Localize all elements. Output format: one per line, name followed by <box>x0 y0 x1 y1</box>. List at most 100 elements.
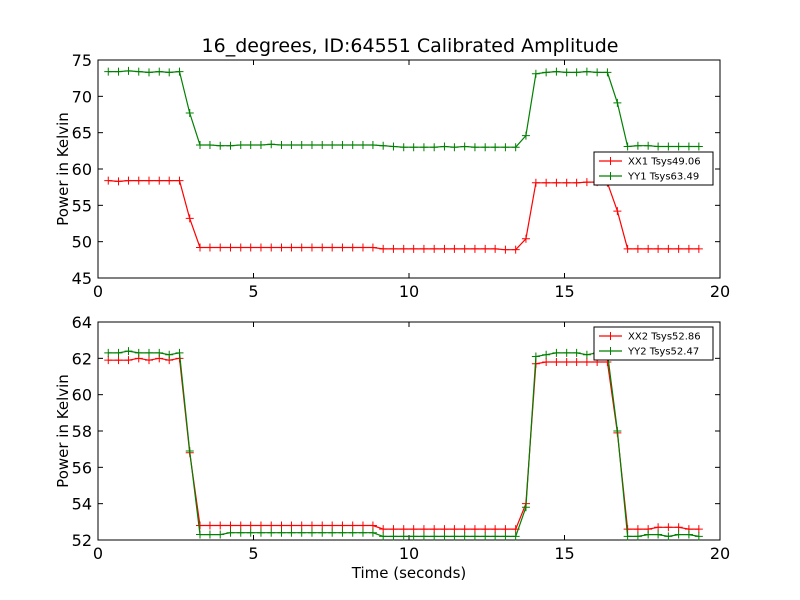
data-point <box>205 141 214 150</box>
data-point <box>389 244 398 253</box>
data-point <box>552 178 561 187</box>
data-point <box>226 521 235 530</box>
data-point <box>328 141 337 150</box>
data-point <box>114 348 123 357</box>
data-point <box>124 66 133 75</box>
data-point <box>104 176 113 185</box>
data-point <box>593 68 602 77</box>
data-point <box>511 532 520 541</box>
data-point <box>460 244 469 253</box>
y-tick-label: 52 <box>72 531 92 550</box>
legend: XX1 Tsys49.06 YY1 Tsys63.49 <box>593 151 714 186</box>
data-point <box>440 142 449 151</box>
data-point <box>205 530 214 539</box>
data-point <box>664 523 673 532</box>
data-point <box>297 528 306 537</box>
data-point <box>216 521 225 530</box>
legend-marker <box>606 157 615 165</box>
data-point <box>175 176 184 185</box>
data-point <box>236 528 245 537</box>
y-tick-label: 55 <box>72 196 92 215</box>
data-point <box>542 178 551 187</box>
data-point <box>603 68 612 77</box>
data-point <box>644 244 653 253</box>
bottom-panel: 0 5 10 15 20 52 54 56 58 60 62 64 Power in Kelvin Tim… <box>54 313 730 582</box>
data-point <box>379 141 388 150</box>
x-axis-label: Time (seconds) <box>351 564 467 582</box>
data-point <box>684 244 693 253</box>
data-point <box>613 207 622 216</box>
legend-label: XX1 Tsys49.06 <box>628 157 701 168</box>
data-point <box>582 350 591 359</box>
data-point <box>399 244 408 253</box>
data-point <box>297 243 306 252</box>
data-point <box>348 521 357 530</box>
data-point <box>196 530 205 539</box>
data-point <box>419 532 428 541</box>
data-point <box>297 521 306 530</box>
x-tick-label: 0 <box>93 544 103 563</box>
data-point <box>664 142 673 151</box>
data-point <box>338 243 347 252</box>
data-point <box>114 67 123 76</box>
y-tick-label: 56 <box>72 458 92 477</box>
data-point <box>389 142 398 151</box>
data-point <box>450 143 459 152</box>
data-point <box>379 525 388 534</box>
data-point <box>358 141 367 150</box>
x-tick-label: 5 <box>248 282 258 301</box>
data-point <box>481 143 490 152</box>
legend: XX2 Tsys52.86 YY2 Tsys52.47 <box>593 326 714 361</box>
data-point <box>501 532 510 541</box>
y-tick-label: 58 <box>72 422 92 441</box>
data-point <box>196 521 205 530</box>
data-point <box>552 357 561 366</box>
data-point <box>379 532 388 541</box>
data-point <box>562 178 571 187</box>
data-point <box>501 525 510 534</box>
legend-marker <box>606 347 615 355</box>
data-point <box>175 67 184 76</box>
data-point <box>318 243 327 252</box>
data-point <box>674 530 683 539</box>
data-point <box>104 67 113 76</box>
data-point <box>694 142 703 151</box>
data-point <box>165 350 174 359</box>
data-point <box>196 141 205 150</box>
data-point <box>542 68 551 77</box>
data-point <box>430 525 439 534</box>
data-point <box>562 68 571 77</box>
y-axis-label: Power in Kelvin <box>54 112 72 226</box>
data-point <box>470 143 479 152</box>
data-point <box>633 532 642 541</box>
data-point <box>419 143 428 152</box>
data-point <box>501 245 510 254</box>
data-point <box>562 348 571 357</box>
data-point <box>134 67 143 76</box>
data-point <box>246 528 255 537</box>
data-point <box>582 357 591 366</box>
data-point <box>531 352 540 361</box>
data-point <box>481 525 490 534</box>
data-point <box>379 244 388 253</box>
data-point <box>358 521 367 530</box>
data-point <box>114 177 123 186</box>
data-point <box>318 528 327 537</box>
data-point <box>267 140 276 149</box>
data-point <box>664 244 673 253</box>
y-tick-label: 45 <box>72 269 92 288</box>
data-point <box>216 141 225 150</box>
data-point <box>348 141 357 150</box>
data-point <box>114 356 123 365</box>
data-point <box>297 141 306 150</box>
legend-marker <box>606 332 615 340</box>
y-tick-label: 62 <box>72 349 92 368</box>
data-point <box>318 141 327 150</box>
data-point <box>623 142 632 151</box>
data-point <box>256 243 265 252</box>
data-point <box>491 143 500 152</box>
data-point <box>155 176 164 185</box>
data-point <box>572 357 581 366</box>
data-point <box>460 525 469 534</box>
data-point <box>531 178 540 187</box>
